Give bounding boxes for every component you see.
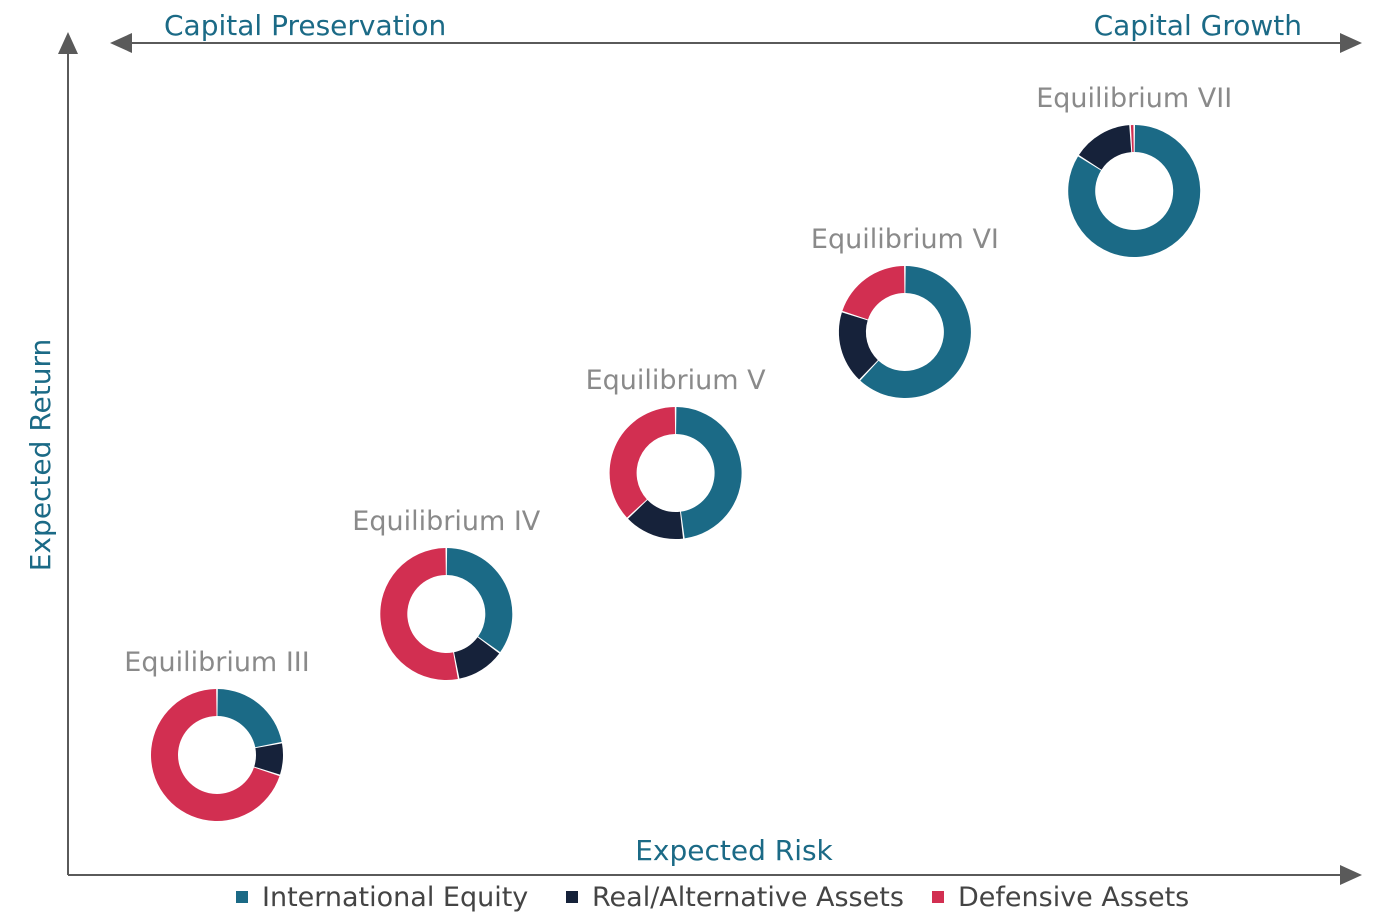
y-axis-arrow-head [58,32,78,54]
donut-slice [150,689,280,822]
axes: Expected Risk Expected Return [24,32,1362,885]
x-axis-arrow-head [1340,865,1362,885]
donut-slice [217,689,282,748]
donut-slice [380,548,458,680]
donut-slice [1068,125,1201,257]
capital-arrow: Capital Preservation Capital Growth [110,9,1362,53]
donut-slice [454,637,500,679]
donut-5: Equilibrium VII [1036,83,1232,257]
donut-slice [1078,125,1132,170]
donut-slice [860,266,971,398]
portfolio-label: Equilibrium III [124,647,309,678]
legend-label: Real/Alternative Assets [592,882,904,913]
legend-label: International Equity [262,882,528,913]
donut-slice [254,743,284,775]
legend-swatch [566,891,578,903]
portfolio-label: Equilibrium VII [1036,83,1232,114]
legend-item: International Equity [236,882,528,913]
legend-item: Defensive Assets [932,882,1189,913]
legend: International Equity Real/Alternative Ass… [236,882,1189,913]
legend-item: Real/Alternative Assets [566,882,904,913]
donut-1: Equilibrium III [124,647,310,822]
portfolio-label: Equilibrium IV [352,506,541,537]
legend-swatch [236,891,248,903]
x-axis-label: Expected Risk [635,834,833,867]
capital-arrow-right-head [1340,33,1362,53]
portfolio-label: Equilibrium VI [811,224,999,255]
donut-slice [446,548,513,653]
portfolio-label: Equilibrium V [586,365,767,396]
portfolio-donuts: Equilibrium III Equilibrium IV Equilibrium… [124,83,1232,822]
capital-preservation-label: Capital Preservation [164,9,446,42]
y-axis-label: Expected Return [24,339,57,571]
legend-swatch [932,891,944,903]
donut-slice [1130,125,1134,153]
legend-label: Defensive Assets [958,882,1189,913]
donut-slice [676,407,742,539]
donut-slice [609,407,676,518]
donut-slice [628,500,684,539]
donut-slice [838,312,878,380]
donut-2: Equilibrium IV [352,506,541,680]
capital-arrow-left-head [110,33,132,53]
donut-slice [842,266,905,320]
donut-4: Equilibrium VI [811,224,999,398]
capital-growth-label: Capital Growth [1094,9,1302,42]
donut-3: Equilibrium V [586,365,767,539]
